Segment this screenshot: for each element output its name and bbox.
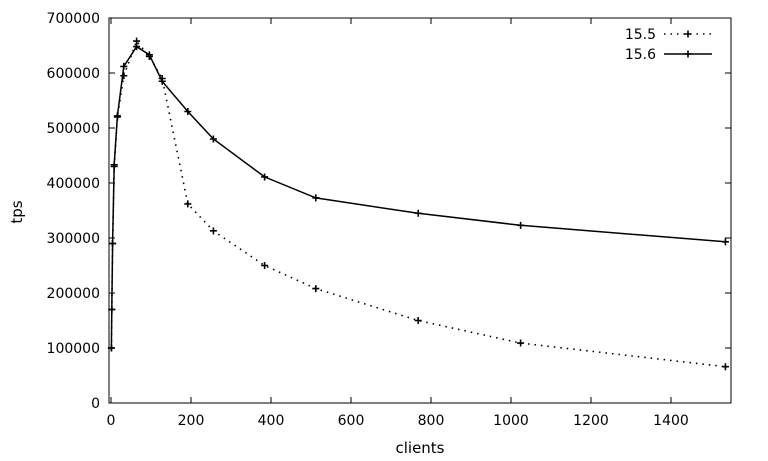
legend-label: 15.6 [625, 47, 656, 63]
data-point [209, 135, 217, 143]
data-point [184, 200, 192, 208]
data-point [721, 363, 729, 371]
y-axis-title: tps [8, 200, 26, 223]
data-point [120, 72, 128, 80]
series-line [110, 45, 726, 349]
data-point [721, 238, 729, 246]
data-point [261, 173, 269, 181]
data-point [158, 77, 166, 85]
data-point [184, 108, 192, 115]
x-tick-label: 600 [338, 413, 365, 429]
data-point [133, 43, 141, 51]
y-tick-label: 200000 [47, 286, 100, 302]
y-tick-label: 400000 [47, 176, 100, 192]
data-point [517, 339, 525, 347]
data-point [109, 240, 117, 247]
legend: 15.5 15.6 [625, 27, 712, 63]
y-tick-label: 600000 [47, 66, 100, 82]
data-point [110, 161, 118, 169]
x-tick-label: 200 [178, 413, 205, 429]
data-point [120, 62, 128, 70]
x-tick-label: 0 [107, 413, 116, 429]
series-15-6 [107, 43, 729, 352]
data-point [108, 306, 116, 313]
y-tick-label: 300000 [47, 231, 100, 247]
plot-frame [108, 17, 732, 404]
data-point [261, 262, 269, 269]
y-tick-label: 500000 [47, 121, 100, 137]
x-axis-title: clients [395, 439, 444, 457]
data-point [312, 285, 320, 293]
data-point [517, 221, 525, 229]
x-tick-label: 400 [258, 413, 285, 429]
data-point [312, 194, 320, 202]
legend-marker [684, 50, 692, 58]
data-point [414, 209, 422, 217]
data-point [414, 317, 422, 324]
y-axis: 0 100000 200000 300000 400000 500000 600000 700… [47, 11, 731, 412]
x-tick-label: 800 [418, 413, 445, 429]
x-tick-label: 1400 [653, 413, 689, 429]
x-axis: 0 200 400 600 800 1000 1200 1400 [107, 18, 689, 429]
legend-label: 15.5 [625, 27, 656, 43]
x-tick-label: 1000 [493, 413, 529, 429]
data-point [107, 344, 115, 352]
data-point [113, 112, 121, 120]
data-point [209, 227, 217, 235]
legend-marker [684, 30, 692, 38]
x-tick-label: 1200 [573, 413, 609, 429]
y-tick-label: 100000 [47, 341, 100, 357]
series-15-5 [107, 37, 729, 371]
data-point [145, 51, 153, 59]
y-tick-label: 700000 [47, 11, 100, 27]
y-tick-label: 0 [91, 396, 100, 412]
series-layer [107, 37, 729, 371]
